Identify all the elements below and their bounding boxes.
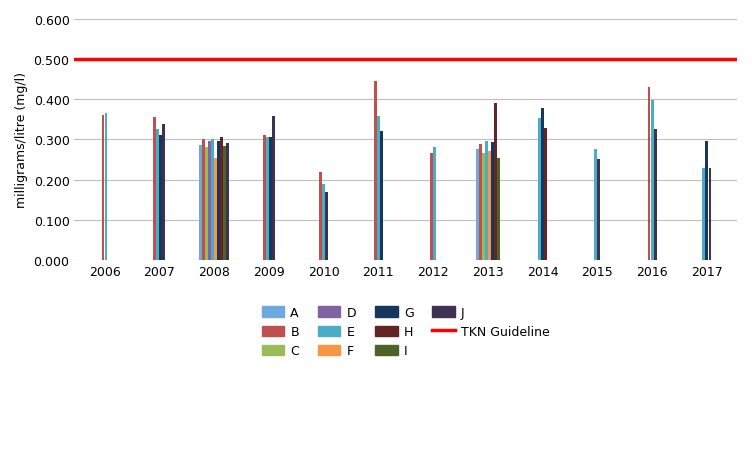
Bar <box>538 119 541 260</box>
Bar <box>479 145 482 260</box>
Bar <box>598 160 600 260</box>
Bar <box>211 140 214 260</box>
Bar <box>105 114 108 260</box>
Bar <box>476 150 479 260</box>
Bar <box>263 136 265 260</box>
Bar <box>541 109 544 260</box>
Bar <box>272 117 274 260</box>
Bar <box>162 125 165 260</box>
Bar <box>374 82 377 260</box>
Bar <box>159 136 162 260</box>
Y-axis label: milligrams/litre (mg/l): milligrams/litre (mg/l) <box>15 72 28 208</box>
Bar <box>488 152 491 260</box>
Bar <box>702 169 705 260</box>
Bar <box>153 118 156 260</box>
Bar <box>430 154 433 260</box>
Bar <box>494 104 497 260</box>
Bar <box>650 101 653 260</box>
Bar <box>595 150 597 260</box>
Bar <box>199 146 202 260</box>
Bar <box>322 184 325 260</box>
Bar <box>269 138 271 260</box>
Bar <box>214 159 217 260</box>
Bar <box>433 148 436 260</box>
Bar <box>380 132 383 260</box>
Bar <box>205 148 208 260</box>
Bar <box>223 147 226 260</box>
Bar <box>491 143 494 260</box>
Bar <box>325 192 328 260</box>
Bar <box>102 116 105 260</box>
Bar <box>319 173 322 260</box>
Legend: A, B, C, D, E, F, G, H, I, J, TKN Guideline: A, B, C, D, E, F, G, H, I, J, TKN Guidel… <box>258 303 553 361</box>
Bar <box>377 117 380 260</box>
Bar <box>705 141 708 260</box>
Bar <box>226 144 229 260</box>
Bar <box>485 142 488 260</box>
Bar <box>202 140 205 260</box>
Bar <box>217 142 220 260</box>
Bar <box>647 88 650 260</box>
Bar <box>156 130 159 260</box>
Bar <box>482 154 485 260</box>
Bar <box>266 138 268 260</box>
Bar <box>208 142 211 260</box>
Bar <box>497 159 500 260</box>
Bar <box>544 129 547 260</box>
Bar <box>708 169 711 260</box>
Bar <box>653 129 656 260</box>
Bar <box>220 138 223 260</box>
